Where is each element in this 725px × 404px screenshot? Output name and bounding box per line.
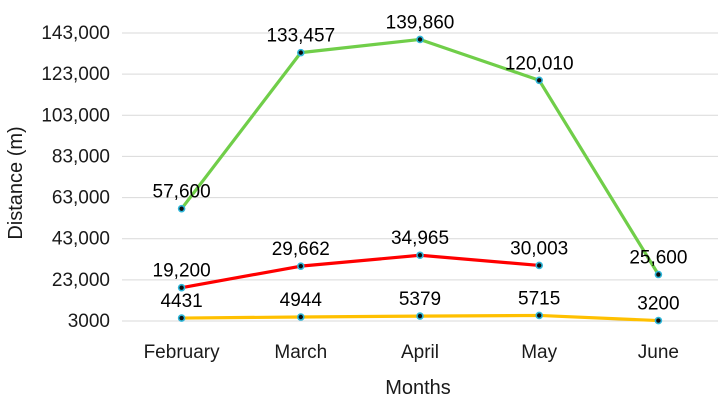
orange-series-data-label: 4944 [280, 290, 323, 311]
y-tick-label: 143,000 [41, 23, 110, 44]
y-tick-label: 23,000 [52, 270, 110, 291]
green-series-data-label: 133,457 [266, 26, 335, 47]
y-tick-label: 43,000 [52, 229, 110, 250]
x-category-label: May [521, 342, 557, 363]
green-series-data-label: 57,600 [153, 182, 211, 203]
y-tick-label: 123,000 [41, 64, 110, 85]
green-series-marker [177, 204, 186, 213]
orange-series-marker [535, 311, 544, 320]
x-axis-category-labels: February March April May June [144, 342, 679, 363]
orange-series-marker [296, 313, 305, 321]
x-category-label: February [144, 342, 221, 363]
red-series-data-label: 30,003 [510, 238, 568, 259]
red-series-data-label: 29,662 [272, 239, 330, 260]
y-tick-label: 103,000 [41, 105, 110, 126]
orange-series-marker [654, 316, 663, 325]
x-category-label: April [401, 342, 439, 363]
data-labels: 57,600 133,457 139,860 120,010 25,600 19,200 2… [153, 12, 688, 314]
orange-series-data-label: 5379 [399, 289, 441, 310]
green-series-marker [535, 76, 544, 85]
green-series-data-label: 25,600 [629, 248, 687, 269]
green-series-marker [654, 270, 663, 279]
orange-series-marker [416, 312, 424, 320]
y-axis-tick-labels: 3000 23,000 43,000 63,000 83,000 103,000 123,0… [41, 23, 110, 332]
x-category-label: June [638, 342, 679, 363]
series-lines [177, 35, 663, 325]
y-axis-title: Distance (m) [5, 126, 27, 239]
x-axis-title: Months [385, 377, 451, 399]
y-tick-label: 63,000 [52, 188, 110, 209]
x-category-label: March [274, 342, 327, 363]
red-series-data-label: 19,200 [153, 261, 211, 282]
red-series-marker [416, 251, 424, 260]
green-series-data-label: 120,010 [505, 53, 574, 74]
red-series-line [180, 253, 541, 290]
orange-series-marker [177, 314, 186, 322]
orange-series-data-label: 3200 [637, 294, 679, 315]
orange-series-data-label: 4431 [160, 291, 202, 312]
red-series-data-label: 34,965 [391, 228, 449, 249]
orange-series-data-label: 5715 [518, 288, 560, 309]
red-series-marker [177, 283, 186, 292]
red-series-marker [535, 261, 544, 270]
gridlines [122, 32, 718, 322]
green-series-data-label: 139,860 [386, 12, 455, 33]
green-series-marker [296, 48, 305, 57]
green-series-marker [416, 35, 424, 44]
y-tick-label: 3000 [68, 311, 110, 332]
y-tick-label: 83,000 [52, 146, 110, 167]
red-series-marker [296, 262, 305, 270]
